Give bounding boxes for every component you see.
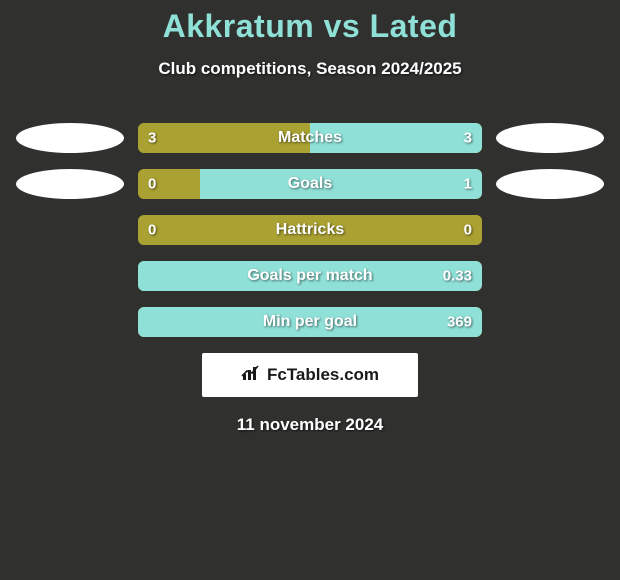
metric-row: 369 Min per goal: [0, 307, 620, 337]
footer-date: 11 november 2024: [0, 415, 620, 435]
metric-row: 0 0 Hattricks: [0, 215, 620, 245]
value-left: 0: [148, 176, 156, 193]
metric-label: Goals: [288, 175, 332, 193]
metric-row: 0 1 Goals: [0, 169, 620, 199]
metric-label: Matches: [278, 129, 342, 147]
value-left: 0: [148, 222, 156, 239]
value-right: 0.33: [443, 268, 472, 285]
metric-label: Hattricks: [276, 221, 344, 239]
stats-comparison-card: Akkratum vs Lated Club competitions, Sea…: [0, 0, 620, 580]
team-right-badge: [496, 169, 604, 199]
value-right: 3: [464, 130, 472, 147]
metric-label: Min per goal: [263, 313, 357, 331]
team-right-badge: [496, 123, 604, 153]
team-left-badge: [16, 215, 124, 245]
metric-bar: 0.33 Goals per match: [138, 261, 482, 291]
metric-bar: 3 3 Matches: [138, 123, 482, 153]
value-right: 369: [447, 314, 472, 331]
value-left: 3: [148, 130, 156, 147]
team-left-badge: [16, 307, 124, 337]
metric-row: 3 3 Matches: [0, 123, 620, 153]
metric-bar: 0 0 Hattricks: [138, 215, 482, 245]
team-left-badge: [16, 261, 124, 291]
page-title: Akkratum vs Lated: [0, 0, 620, 45]
chart-icon: [241, 364, 263, 387]
value-right: 1: [464, 176, 472, 193]
metric-row: 0.33 Goals per match: [0, 261, 620, 291]
team-left-badge: [16, 169, 124, 199]
metric-rows: 3 3 Matches 0 1 Goals 0 0 Hattricks 0.33 Goals per…: [0, 123, 620, 337]
metric-bar: 369 Min per goal: [138, 307, 482, 337]
metric-label: Goals per match: [247, 267, 372, 285]
team-right-badge: [496, 215, 604, 245]
page-subtitle: Club competitions, Season 2024/2025: [0, 59, 620, 79]
team-right-badge: [496, 261, 604, 291]
team-left-badge: [16, 123, 124, 153]
metric-bar: 0 1 Goals: [138, 169, 482, 199]
brand-badge[interactable]: FcTables.com: [202, 353, 418, 397]
team-right-badge: [496, 307, 604, 337]
value-right: 0: [464, 222, 472, 239]
brand-text: FcTables.com: [267, 365, 379, 385]
bar-fill-right: [200, 169, 482, 199]
